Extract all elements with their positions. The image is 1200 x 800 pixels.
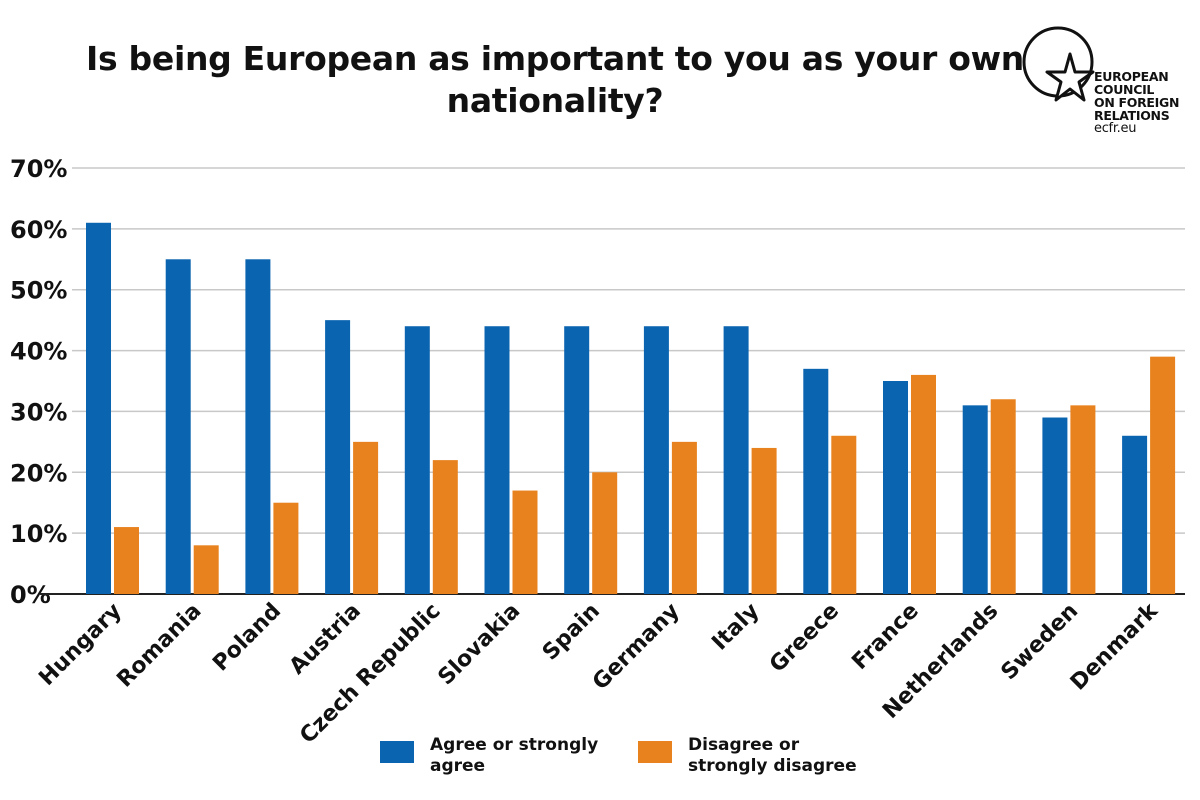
bar-disagree	[751, 447, 777, 594]
x-tick-label: Spain	[538, 599, 605, 666]
bar-agree	[1042, 417, 1068, 594]
chart-legend: Agree or strongly agree Disagree or stro…	[380, 735, 940, 785]
x-tick-label: Germany	[588, 599, 685, 696]
x-tick-label: Italy	[707, 599, 764, 656]
logo-line: COUNCIL	[1094, 82, 1155, 97]
logo-line: RELATIONS	[1094, 108, 1170, 123]
star-icon	[1045, 52, 1095, 102]
logo-line: ON FOREIGN	[1094, 95, 1180, 110]
bar-agree	[325, 320, 351, 594]
x-tick-label: Czech Republic	[295, 599, 445, 749]
bar-disagree	[512, 490, 538, 594]
bar-agree	[883, 381, 908, 594]
x-tick-label: Slovakia	[434, 599, 526, 691]
legend-swatch-disagree	[638, 741, 672, 763]
bar-agree	[245, 259, 271, 594]
bar-disagree	[193, 545, 219, 594]
x-tick-label: Denmark	[1066, 598, 1164, 696]
chart-title: Is being European as important to you as…	[86, 39, 1024, 120]
legend-label-disagree: Disagree or strongly disagree	[688, 735, 857, 776]
bar-agree	[723, 326, 749, 594]
bar-agree	[165, 259, 191, 594]
y-tick-label: 60%	[10, 216, 67, 244]
legend-item-agree: Agree or strongly agree	[380, 735, 620, 777]
x-tick-label: Poland	[208, 599, 286, 677]
logo-text: EUROPEAN COUNCIL ON FOREIGN RELATIONS ec…	[1094, 70, 1179, 135]
x-tick-label: Austria	[285, 599, 366, 680]
logo-line: EUROPEAN	[1094, 69, 1169, 84]
y-tick-label: 10%	[10, 520, 67, 548]
x-tick-label: Hungary	[34, 599, 126, 691]
bar-disagree	[671, 441, 697, 594]
bar-disagree	[273, 502, 299, 594]
bar-agree	[484, 326, 510, 594]
bar-disagree	[353, 441, 379, 594]
legend-item-disagree: Disagree or strongly disagree	[638, 735, 878, 777]
bar-disagree	[432, 460, 458, 594]
y-tick-label: 50%	[10, 277, 67, 305]
x-tick-label: Sweden	[997, 599, 1084, 686]
y-tick-label: 70%	[10, 155, 67, 183]
bar-agree	[643, 326, 669, 594]
bar-disagree	[990, 399, 1016, 594]
x-tick-label: Romania	[112, 599, 206, 693]
legend-label-agree: Agree or strongly agree	[430, 735, 599, 776]
bar-agree	[404, 326, 430, 594]
bar-agree	[803, 368, 829, 594]
bar-agree	[1122, 435, 1148, 594]
bar-disagree	[592, 472, 618, 594]
y-tick-label: 40%	[10, 338, 67, 366]
bar-disagree	[1150, 356, 1176, 594]
logo-url: ecfr.eu	[1094, 121, 1137, 136]
bar-agree	[86, 222, 111, 594]
x-tick-label: Greece	[765, 599, 844, 678]
bar-agree	[962, 405, 988, 594]
bar-disagree	[1070, 405, 1096, 594]
legend-swatch-agree	[380, 741, 414, 763]
bar-disagree	[114, 527, 139, 594]
x-tick-label: France	[847, 599, 923, 675]
bar-disagree	[911, 374, 936, 594]
ecfr-logo	[1022, 26, 1095, 102]
y-tick-label: 20%	[10, 459, 67, 487]
bar-disagree	[831, 435, 857, 594]
bar-agree	[564, 326, 590, 594]
y-tick-label: 30%	[10, 398, 67, 426]
